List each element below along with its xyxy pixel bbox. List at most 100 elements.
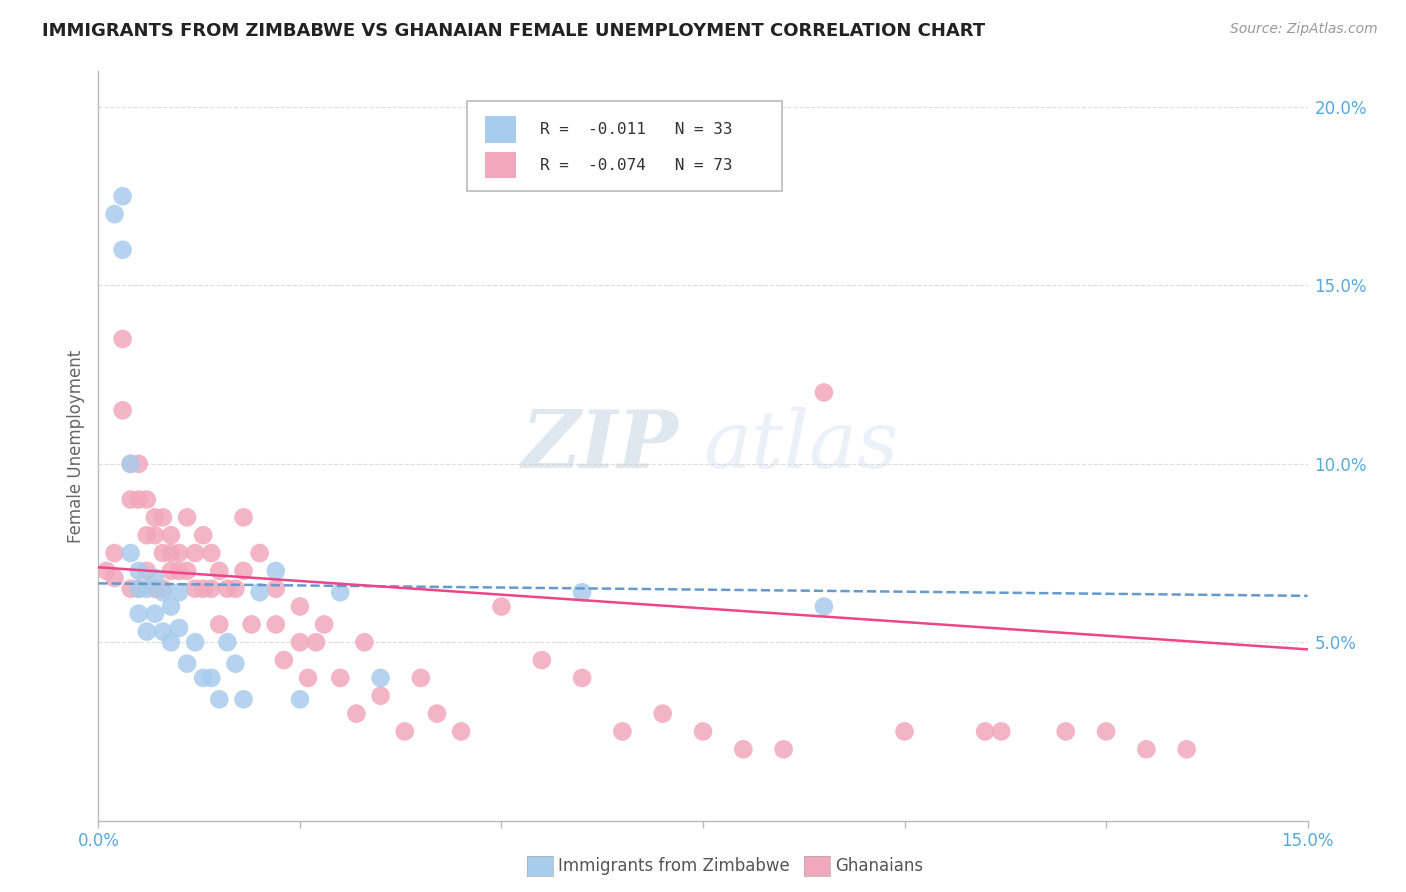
Point — [409, 671, 432, 685]
Point — [974, 724, 997, 739]
Point — [990, 724, 1012, 739]
Point — [143, 582, 166, 596]
Point — [120, 457, 142, 471]
Point — [167, 621, 190, 635]
Point — [193, 671, 215, 685]
Point — [176, 510, 198, 524]
Point — [184, 635, 207, 649]
Point — [297, 671, 319, 685]
Point — [167, 546, 190, 560]
Point — [571, 585, 593, 599]
Point — [143, 510, 166, 524]
Point — [167, 585, 190, 599]
Point — [353, 635, 375, 649]
Point — [813, 599, 835, 614]
Point — [111, 243, 134, 257]
Point — [160, 546, 183, 560]
Point — [160, 599, 183, 614]
Point — [288, 692, 311, 706]
Point — [1135, 742, 1157, 756]
Text: Source: ZipAtlas.com: Source: ZipAtlas.com — [1230, 22, 1378, 37]
Point — [167, 564, 190, 578]
Point — [184, 546, 207, 560]
Point — [152, 585, 174, 599]
FancyBboxPatch shape — [485, 116, 516, 143]
Point — [264, 617, 287, 632]
Point — [305, 635, 328, 649]
FancyBboxPatch shape — [467, 102, 782, 191]
Text: ZIP: ZIP — [522, 408, 679, 484]
Point — [111, 189, 134, 203]
Point — [1175, 742, 1198, 756]
Point — [249, 546, 271, 560]
Point — [128, 564, 150, 578]
Point — [96, 564, 118, 578]
Point — [103, 546, 125, 560]
Point — [273, 653, 295, 667]
Point — [288, 635, 311, 649]
Point — [176, 657, 198, 671]
Point — [135, 582, 157, 596]
Point — [143, 571, 166, 585]
Point — [120, 546, 142, 560]
Point — [530, 653, 553, 667]
Point — [135, 528, 157, 542]
Point — [128, 457, 150, 471]
Point — [143, 528, 166, 542]
Point — [193, 528, 215, 542]
FancyBboxPatch shape — [485, 152, 516, 178]
Point — [370, 689, 392, 703]
Point — [103, 207, 125, 221]
Point — [152, 546, 174, 560]
Point — [224, 657, 246, 671]
Point — [571, 671, 593, 685]
Point — [208, 617, 231, 632]
Point — [651, 706, 673, 721]
Point — [217, 582, 239, 596]
Point — [893, 724, 915, 739]
Point — [193, 582, 215, 596]
Text: atlas: atlas — [703, 408, 898, 484]
Point — [232, 510, 254, 524]
Point — [288, 599, 311, 614]
Point — [152, 582, 174, 596]
Point — [692, 724, 714, 739]
Point — [160, 564, 183, 578]
Point — [120, 492, 142, 507]
Point — [176, 564, 198, 578]
Point — [450, 724, 472, 739]
Point — [152, 624, 174, 639]
Point — [103, 571, 125, 585]
Point — [135, 624, 157, 639]
Point — [128, 582, 150, 596]
Point — [128, 492, 150, 507]
Point — [733, 742, 755, 756]
Point — [200, 546, 222, 560]
Point — [813, 385, 835, 400]
Point — [128, 607, 150, 621]
Point — [120, 457, 142, 471]
Point — [208, 564, 231, 578]
Point — [111, 403, 134, 417]
Point — [184, 582, 207, 596]
Point — [344, 706, 367, 721]
Text: Immigrants from Zimbabwe: Immigrants from Zimbabwe — [558, 857, 790, 875]
Point — [491, 599, 513, 614]
Text: R =  -0.074   N = 73: R = -0.074 N = 73 — [540, 158, 733, 172]
Point — [120, 582, 142, 596]
Point — [135, 564, 157, 578]
Point — [1095, 724, 1118, 739]
Point — [249, 585, 271, 599]
Point — [128, 582, 150, 596]
Point — [264, 582, 287, 596]
Point — [329, 671, 352, 685]
Text: R =  -0.011   N = 33: R = -0.011 N = 33 — [540, 122, 733, 137]
Point — [224, 582, 246, 596]
Point — [314, 617, 336, 632]
Point — [160, 635, 183, 649]
Point — [208, 692, 231, 706]
Point — [200, 582, 222, 596]
Point — [370, 671, 392, 685]
Point — [200, 671, 222, 685]
Point — [135, 492, 157, 507]
